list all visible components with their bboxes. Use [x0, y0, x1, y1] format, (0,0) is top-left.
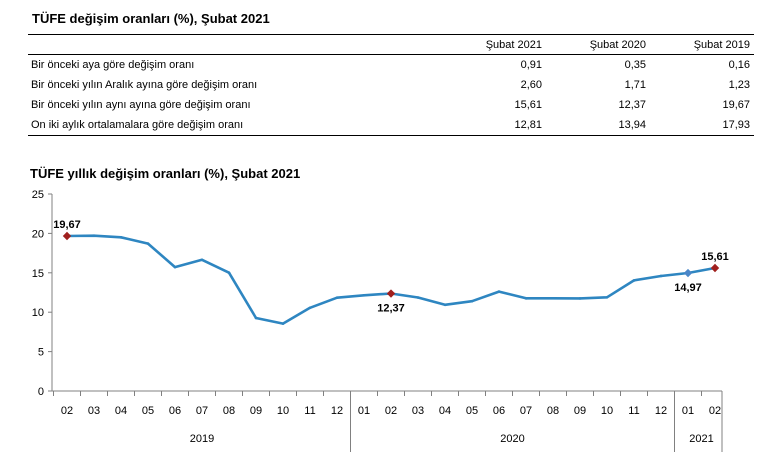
column-header: Şubat 2020	[546, 34, 650, 55]
year-label: 2020	[500, 433, 524, 445]
x-tick-label: 02	[709, 405, 721, 417]
x-tick-label: 07	[196, 405, 208, 417]
data-marker-diamond	[386, 289, 396, 298]
data-point	[146, 242, 150, 245]
cell-value: 12,37	[618, 99, 646, 111]
cell-value: 2,60	[520, 79, 542, 91]
data-point	[119, 236, 123, 239]
row-label: On iki aylık ortalamalara göre değişim o…	[28, 115, 422, 136]
data-point	[416, 296, 420, 299]
y-tick-label: 20	[32, 228, 44, 240]
data-point	[632, 279, 636, 282]
x-tick-label: 12	[655, 405, 667, 417]
cell-value: 15,61	[514, 99, 542, 111]
table-header-row: Şubat 2021 Şubat 2020 Şubat 2019	[28, 34, 754, 55]
data-point	[551, 296, 555, 300]
column-header: Şubat 2021	[422, 34, 546, 55]
cell-value: 19,67	[722, 99, 750, 111]
x-tick-label: 04	[115, 405, 127, 417]
data-point	[659, 274, 663, 278]
data-point	[227, 271, 231, 275]
y-tick-label: 15	[32, 268, 44, 280]
row-label: Bir önceki yılın aynı ayına göre değişim…	[31, 99, 251, 111]
table-title: TÜFE değişim oranları (%), Şubat 2021	[32, 11, 270, 26]
data-point	[497, 290, 501, 293]
cell-value: 1,23	[728, 79, 750, 91]
rates-table: Şubat 2021 Şubat 2020 Şubat 2019 Bir önc…	[28, 34, 754, 136]
y-tick-label: 10	[32, 307, 44, 319]
x-tick-label: 03	[88, 405, 100, 417]
data-point	[92, 234, 96, 237]
row-label: Bir önceki aya göre değişim oranı	[31, 59, 195, 71]
x-tick-label: 02	[385, 405, 397, 417]
data-point	[173, 265, 177, 269]
x-tick-label: 01	[358, 405, 370, 417]
x-tick-label: 02	[61, 405, 73, 417]
data-label: 12,37	[377, 303, 405, 315]
x-tick-label: 09	[250, 405, 262, 417]
data-point	[578, 297, 582, 300]
cell-value: 0,16	[728, 59, 750, 71]
data-point	[200, 258, 204, 262]
data-label: 14,97	[674, 282, 702, 294]
data-label: 19,67	[53, 219, 81, 231]
x-tick-label: 07	[520, 405, 532, 417]
x-tick-label: 11	[628, 405, 639, 417]
x-tick-label: 06	[493, 405, 505, 417]
data-label: 15,61	[701, 251, 729, 263]
x-tick-label: 10	[601, 405, 613, 417]
data-point	[254, 316, 258, 320]
table-row: On iki aylık ortalamalara göre değişim o…	[28, 115, 754, 136]
cell-value: 1,71	[624, 79, 646, 91]
data-point	[362, 293, 366, 297]
x-tick-label: 06	[169, 405, 181, 417]
y-tick-label: 5	[38, 347, 44, 359]
table-row: Bir önceki yılın aynı ayına göre değişim…	[28, 95, 754, 115]
row-label: Bir önceki yılın Aralık ayına göre değiş…	[31, 79, 258, 91]
x-tick-label: 12	[331, 405, 343, 417]
chart-title: TÜFE yıllık değişim oranları (%), Şubat …	[30, 166, 301, 181]
data-point	[470, 299, 474, 303]
cell-value: 12,81	[422, 115, 546, 136]
y-tick-label: 0	[38, 386, 44, 398]
x-tick-label: 05	[466, 405, 478, 417]
x-tick-label: 03	[412, 405, 424, 417]
data-point	[524, 297, 528, 300]
cell-value: 17,93	[650, 115, 754, 136]
data-point	[308, 306, 312, 310]
x-tick-label: 04	[439, 405, 451, 417]
cell-value: 0,35	[624, 59, 646, 71]
year-label: 2021	[689, 433, 713, 445]
year-label: 2019	[190, 433, 214, 445]
data-point	[281, 322, 285, 325]
table-row: Bir önceki aya göre değişim oranı 0,91 0…	[28, 55, 754, 76]
data-point	[443, 303, 447, 307]
data-point	[605, 296, 609, 299]
column-header: Şubat 2019	[650, 34, 754, 55]
y-tick-label: 25	[32, 189, 44, 201]
x-tick-label: 08	[547, 405, 559, 417]
cell-value: 0,91	[520, 59, 542, 71]
x-tick-label: 01	[682, 405, 694, 417]
x-tick-label: 05	[142, 405, 154, 417]
data-marker-diamond	[62, 231, 72, 241]
data-marker-diamond	[710, 263, 720, 273]
header-empty	[28, 34, 422, 55]
data-point	[335, 296, 339, 300]
x-tick-label: 10	[277, 405, 289, 417]
data-marker-diamond	[683, 268, 693, 278]
x-tick-label: 09	[574, 405, 586, 417]
table-row: Bir önceki yılın Aralık ayına göre değiş…	[28, 75, 754, 95]
x-tick-label: 11	[304, 405, 315, 417]
cell-value: 13,94	[546, 115, 650, 136]
x-tick-label: 08	[223, 405, 235, 417]
